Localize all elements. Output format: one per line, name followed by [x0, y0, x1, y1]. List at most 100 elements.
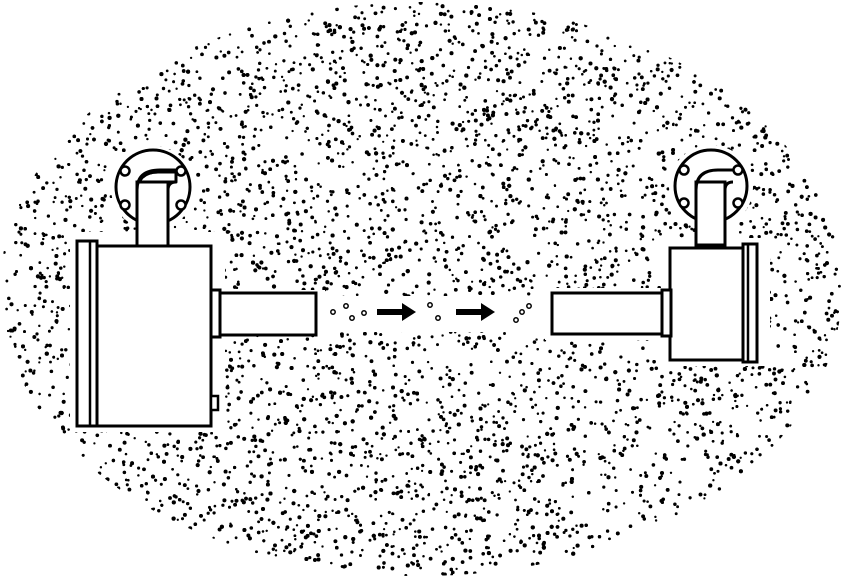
stipple-dot [265, 66, 269, 70]
stipple-dot [75, 151, 79, 155]
stipple-dot [606, 275, 610, 279]
stipple-dot [427, 492, 431, 496]
stipple-dot [207, 126, 210, 129]
stipple-dot [784, 294, 788, 298]
stipple-dot [815, 276, 819, 280]
stipple-dot [176, 518, 179, 521]
stipple-dot [516, 505, 520, 509]
stipple-dot [793, 319, 798, 323]
stipple-dot [815, 253, 819, 258]
stipple-dot [242, 436, 247, 441]
stipple-dot [146, 137, 149, 141]
stipple-dot [217, 36, 221, 40]
stipple-dot [417, 335, 421, 340]
stipple-dot [782, 226, 786, 231]
stipple-dot [495, 259, 499, 263]
stipple-dot [248, 233, 252, 238]
stipple-dot [783, 280, 787, 284]
stipple-dot [326, 253, 330, 256]
stipple-dot [412, 172, 415, 175]
stipple-dot [185, 101, 188, 104]
stipple-dot [285, 136, 289, 140]
stipple-dot [357, 283, 361, 287]
stipple-dot [444, 479, 447, 483]
stipple-dot [600, 257, 603, 261]
stipple-dot [309, 469, 315, 474]
stipple-dot [277, 345, 280, 349]
stipple-dot [493, 54, 496, 58]
stipple-dot [291, 129, 294, 133]
stipple-dot [655, 67, 660, 72]
stipple-dot [144, 482, 148, 486]
stipple-dot [734, 399, 737, 403]
stipple-dot [550, 432, 555, 437]
stipple-dot [37, 296, 42, 301]
stipple-dot [445, 430, 450, 434]
stipple-dot [662, 155, 666, 159]
stipple-dot [374, 99, 377, 102]
stipple-dot [369, 359, 374, 364]
stipple-dot [405, 563, 410, 568]
stipple-dot [228, 470, 232, 474]
stipple-dot [572, 207, 577, 212]
stipple-dot [331, 50, 335, 54]
stipple-dot [459, 493, 464, 499]
stipple-dot [598, 77, 602, 81]
stipple-dot [501, 416, 505, 420]
stipple-dot [836, 321, 841, 326]
stipple-dot [125, 483, 129, 487]
stipple-dot [530, 186, 534, 191]
stipple-dot [359, 103, 362, 107]
stipple-dot [149, 451, 154, 455]
stipple-dot [224, 349, 228, 353]
stipple-dot [228, 440, 233, 445]
stipple-dot [810, 234, 814, 238]
stipple-dot [631, 164, 635, 168]
stipple-dot [690, 227, 694, 231]
stipple-dot [490, 172, 494, 176]
stipple-dot [127, 487, 132, 492]
stipple-dot [254, 510, 259, 515]
stipple-dot [271, 213, 275, 217]
stipple-dot [315, 194, 320, 198]
stipple-dot [739, 125, 744, 130]
stipple-dot [67, 195, 71, 199]
stipple-dot [528, 93, 531, 96]
stipple-dot [393, 372, 398, 377]
stipple-dot [583, 406, 587, 409]
stipple-dot [308, 556, 312, 560]
stipple-dot [765, 403, 769, 407]
stipple-dot [278, 421, 282, 425]
stipple-dot [272, 75, 276, 80]
stipple-dot [412, 518, 416, 522]
stipple-dot [330, 32, 334, 37]
stipple-dot [444, 264, 449, 269]
stipple-dot [291, 501, 296, 506]
stipple-dot [214, 435, 218, 440]
stipple-dot [671, 151, 675, 155]
stipple-dot [273, 402, 277, 406]
stipple-dot [760, 216, 764, 220]
stipple-dot [374, 151, 379, 156]
stipple-dot [226, 540, 230, 544]
stipple-dot [582, 463, 585, 466]
stipple-dot [501, 79, 506, 84]
stipple-dot [661, 158, 666, 162]
stipple-dot [385, 164, 389, 169]
stipple-dot [378, 342, 382, 346]
stipple-dot [708, 483, 713, 488]
stipple-dot [309, 398, 314, 403]
stipple-dot [721, 142, 725, 146]
stipple-dot [508, 375, 511, 378]
stipple-dot [468, 455, 473, 460]
stipple-dot [241, 142, 245, 146]
stipple-dot [767, 438, 771, 442]
stipple-dot [206, 216, 209, 219]
stipple-dot [233, 268, 236, 272]
stipple-dot [730, 116, 735, 120]
stipple-dot [325, 280, 330, 285]
stipple-dot [526, 27, 531, 32]
stipple-dot [388, 154, 392, 158]
stipple-dot [478, 417, 483, 422]
stipple-dot [375, 34, 380, 39]
